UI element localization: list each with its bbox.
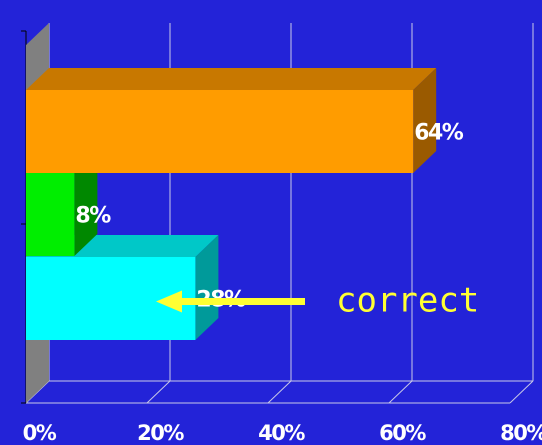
floor-gridline (267, 380, 292, 404)
floor-gridline (146, 380, 171, 404)
x-tick-label: 80% (500, 421, 542, 445)
x-tick-label: 20% (137, 421, 184, 445)
annotation-arrow-head (156, 290, 182, 313)
x-tick-label: 60% (379, 421, 426, 445)
x-tick-label: 40% (258, 421, 305, 445)
bar-side-face (413, 68, 437, 173)
bar (26, 173, 75, 256)
bar-top-face (26, 68, 437, 90)
bar-side-face (74, 151, 98, 256)
bar-side-face (195, 235, 219, 340)
bar (26, 90, 414, 173)
data-label: 64% (414, 121, 464, 146)
x-axis-ticks: 0% 20% 40% 60% 80% (23, 421, 542, 445)
x-tick-label: 0% (23, 421, 57, 445)
data-label: 8% (75, 204, 111, 229)
floor-gridline (388, 380, 413, 404)
floor-gridline (509, 380, 534, 404)
annotation-text: correct (336, 281, 479, 321)
annotation: correct (156, 281, 479, 321)
